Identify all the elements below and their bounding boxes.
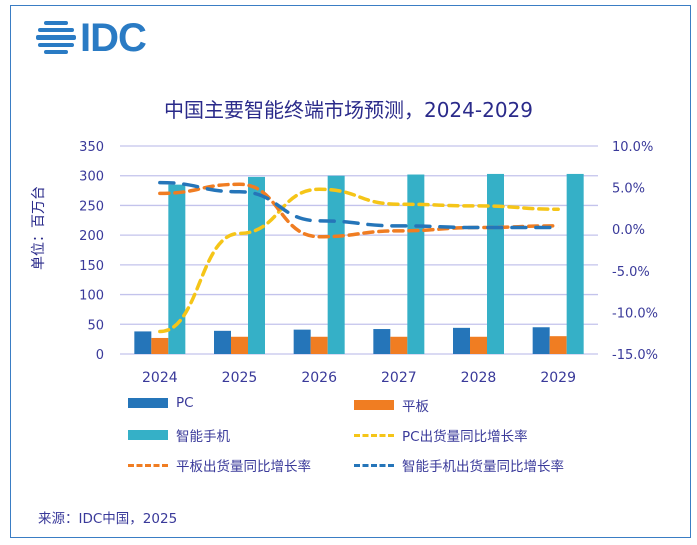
legend-swatch-smartphone	[128, 430, 168, 440]
y-tick-label: 0	[96, 348, 104, 363]
bar-1-2026	[310, 336, 328, 354]
y2-tick-label: -15.0%	[612, 348, 658, 363]
bar-0-2024	[134, 331, 152, 354]
legend-swatch-smartphone-growth	[354, 463, 394, 467]
chart-title: 中国主要智能终端市场预测，2024-2029	[163, 98, 533, 122]
legend-item-smartphone: 智能手机	[128, 425, 230, 445]
y-tick-label: 50	[87, 318, 104, 333]
legend-label: PC出货量同比增长率	[402, 429, 528, 445]
line-series-0	[158, 187, 560, 334]
legend-item-pc-growth: PC出货量同比增长率	[354, 425, 528, 445]
bar-2-2028	[487, 173, 504, 354]
bar-2-2029	[566, 173, 584, 354]
x-tick-label: 2029	[540, 370, 576, 386]
y-tick-label: 350	[79, 140, 104, 155]
legend-swatch-pc-growth	[354, 433, 394, 437]
legend-swatch-tablet-growth	[128, 463, 168, 467]
y2-tick-label: 0.0%	[612, 223, 645, 238]
bar-2-2024	[168, 184, 186, 354]
y2-tick-label: -10.0%	[612, 306, 658, 321]
bar-1-2024	[151, 337, 169, 354]
line-series-2	[158, 180, 560, 230]
y-tick-label: 100	[79, 289, 104, 304]
bar-0-2025	[214, 330, 231, 354]
bar-0-2027	[373, 329, 391, 354]
x-tick-label: 2025	[222, 370, 258, 386]
x-tick-label: 2027	[381, 370, 417, 386]
y-tick-label: 150	[79, 259, 104, 274]
legend-label: 智能手机	[176, 429, 230, 445]
bar-2-2025	[248, 176, 265, 354]
bar-1-2029	[549, 336, 567, 354]
bar-2-2027	[407, 174, 425, 354]
bar-2-2026	[327, 175, 345, 354]
legend-label: 智能手机出货量同比增长率	[402, 459, 564, 475]
bar-1-2025	[231, 336, 248, 354]
y2-tick-label: 10.0%	[612, 140, 653, 155]
legend-label: PC	[176, 395, 194, 411]
legend-label: 平板	[402, 399, 429, 415]
bar-0-2029	[532, 327, 550, 354]
y-tick-label: 200	[79, 229, 104, 244]
idc-logo: IDC	[36, 16, 147, 60]
x-tick-label: 2024	[142, 370, 178, 386]
y-tick-label: 250	[79, 199, 104, 214]
y-tick-label: 300	[79, 170, 104, 185]
bar-1-2027	[390, 336, 408, 354]
logo-text: IDC	[80, 16, 147, 60]
legend-item-tablet-growth: 平板出货量同比增长率	[128, 455, 311, 475]
idc-globe-icon	[36, 21, 76, 54]
legend-item-pc: PC	[128, 395, 194, 411]
legend-swatch-pc	[128, 398, 168, 408]
bar-0-2028	[453, 327, 470, 354]
bar-1-2028	[470, 336, 487, 354]
x-tick-label: 2028	[461, 370, 497, 386]
source-note: 来源：IDC中国，2025	[38, 511, 178, 527]
bar-0-2026	[293, 329, 311, 354]
y2-tick-label: -5.0%	[612, 265, 650, 280]
x-tick-label: 2026	[301, 370, 337, 386]
legend-item-smartphone-growth: 智能手机出货量同比增长率	[354, 455, 564, 475]
line-series-1	[158, 182, 560, 239]
y2-tick-label: 5.0%	[612, 182, 645, 197]
legend-label: 平板出货量同比增长率	[176, 459, 311, 475]
legend-item-tablet: 平板	[354, 395, 429, 415]
legend-swatch-tablet	[354, 400, 394, 410]
